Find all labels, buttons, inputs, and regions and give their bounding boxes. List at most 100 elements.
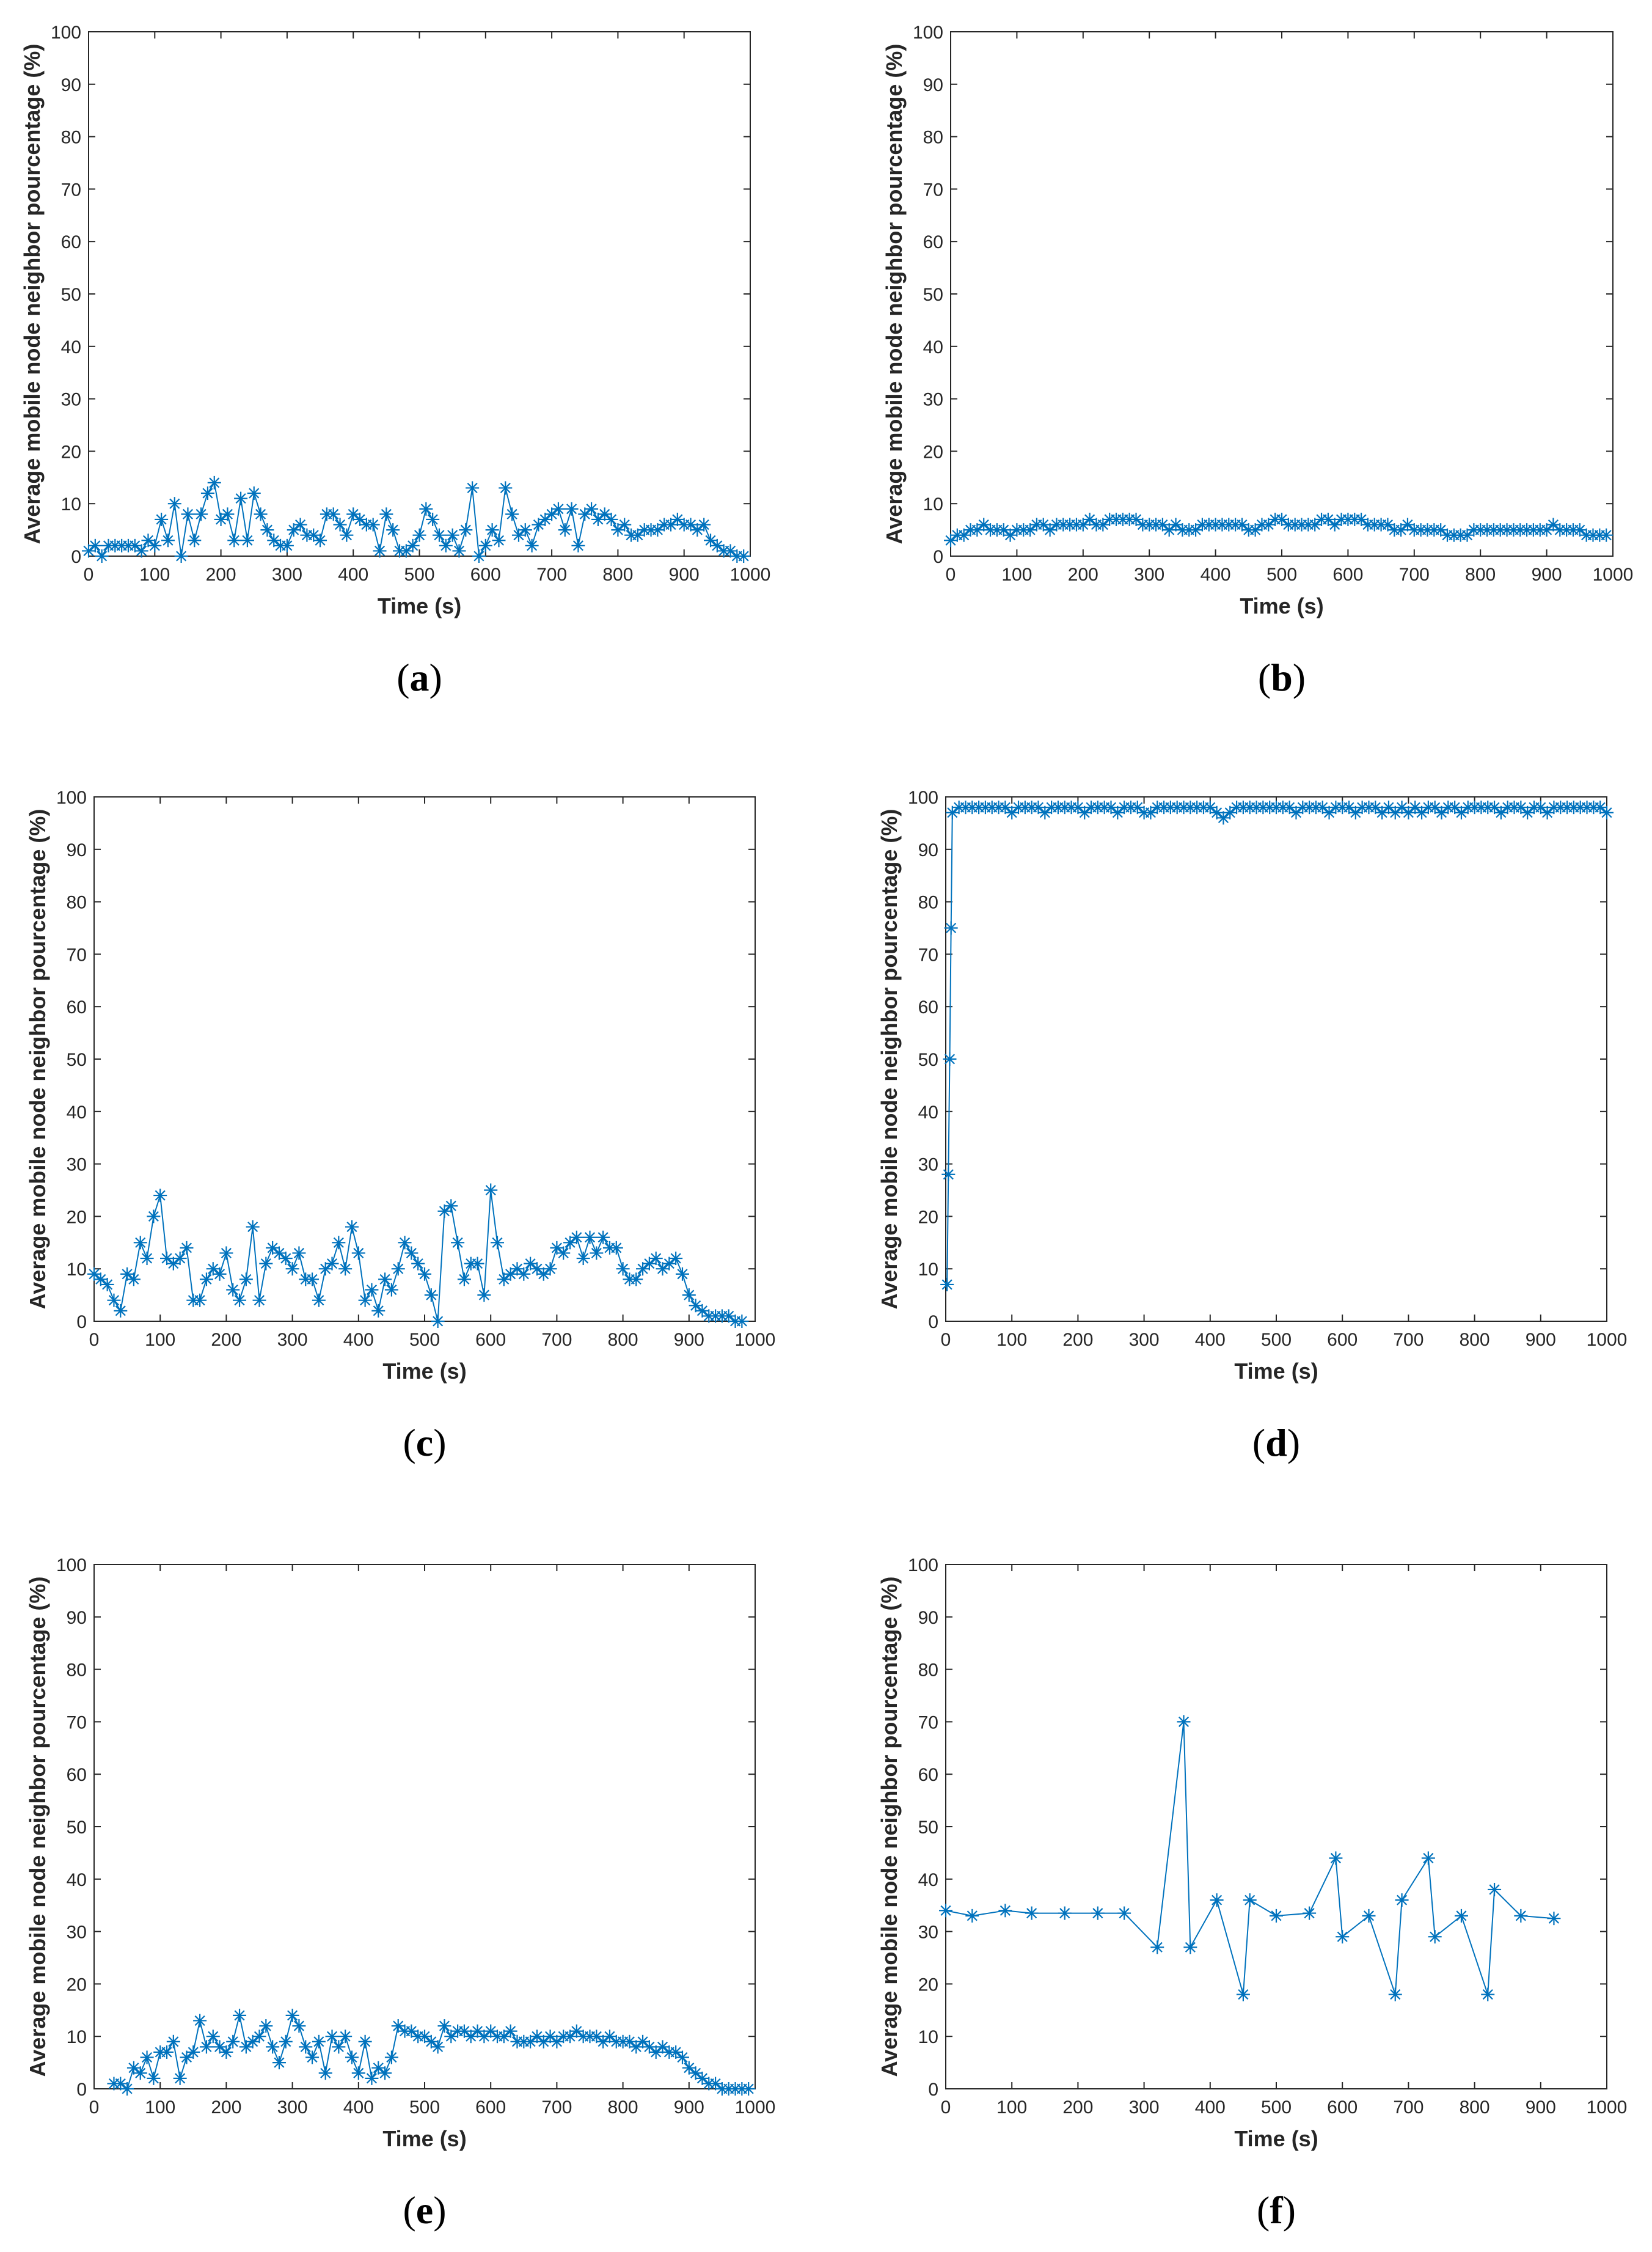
data-point — [305, 1272, 320, 1286]
data-point — [155, 512, 169, 526]
data-point — [565, 502, 579, 516]
data-point — [656, 1262, 670, 1276]
data-point — [532, 518, 546, 532]
data-point — [649, 1252, 663, 1266]
panel-letter: f — [1270, 2188, 1283, 2232]
data-point — [682, 2061, 696, 2075]
data-point — [1203, 801, 1217, 815]
y-axis-label: Average mobile node neighbor pourcentage… — [25, 1577, 50, 2077]
data-point — [1395, 1893, 1409, 1907]
data-point — [484, 1183, 498, 1197]
data-point — [457, 1272, 471, 1286]
data-point — [266, 2040, 280, 2054]
data-point — [1003, 528, 1017, 542]
data-point — [503, 1267, 517, 1281]
data-point — [193, 1293, 207, 1307]
data-point — [134, 544, 148, 558]
data-point — [1454, 1909, 1468, 1923]
data-point — [193, 2014, 207, 2028]
y-tick-label: 60 — [67, 1765, 87, 1785]
x-tick-label: 400 — [343, 1330, 374, 1350]
x-tick-label: 900 — [674, 2097, 704, 2118]
data-point — [576, 1252, 590, 1266]
data-point — [1348, 805, 1362, 820]
data-point — [690, 523, 704, 537]
data-point — [345, 1220, 359, 1234]
data-point — [239, 2040, 253, 2054]
data-point — [1434, 523, 1448, 537]
data-point — [670, 512, 684, 526]
y-tick-label: 90 — [918, 840, 938, 860]
data-point — [590, 2030, 604, 2044]
y-tick-label: 20 — [67, 1975, 87, 1995]
data-point — [742, 2082, 756, 2096]
data-point — [651, 523, 665, 537]
x-tick-label: 200 — [206, 565, 236, 585]
data-point — [318, 2066, 332, 2080]
y-tick-label: 80 — [67, 1660, 87, 1681]
data-point — [100, 1277, 114, 1291]
data-point — [353, 512, 367, 526]
data-point — [299, 2040, 313, 2054]
data-point — [365, 2071, 379, 2085]
x-tick-label: 700 — [541, 2097, 572, 2118]
data-point — [710, 538, 724, 552]
data-point — [1354, 512, 1369, 526]
data-point — [695, 1304, 709, 1318]
x-tick-label: 200 — [211, 2097, 241, 2118]
x-tick-label: 800 — [602, 565, 633, 585]
data-point — [424, 2034, 438, 2048]
data-point — [107, 1293, 121, 1307]
y-tick-label: 30 — [67, 1155, 87, 1175]
data-point — [226, 1283, 240, 1297]
data-point — [1428, 1930, 1442, 1944]
data-point — [1593, 801, 1607, 815]
data-point — [557, 1246, 571, 1260]
x-tick-label: 800 — [1460, 1330, 1490, 1350]
y-tick-label: 50 — [923, 285, 943, 305]
data-point — [345, 2050, 359, 2064]
x-tick-label: 500 — [1266, 565, 1297, 585]
data-point — [287, 523, 301, 537]
data-point — [578, 507, 592, 521]
y-tick-label: 90 — [67, 1608, 87, 1628]
data-point — [366, 518, 380, 532]
data-point — [1599, 528, 1614, 542]
y-tick-label: 30 — [61, 390, 81, 410]
y-tick-label: 50 — [61, 285, 81, 305]
plot-area — [88, 31, 751, 557]
data-point — [259, 2019, 273, 2033]
data-point — [173, 1252, 187, 1266]
y-tick-label: 70 — [67, 1712, 87, 1733]
data-point — [384, 1283, 398, 1297]
data-point — [153, 1189, 167, 1203]
data-point — [166, 1256, 180, 1271]
data-point — [1394, 523, 1408, 537]
panel-letter: a — [410, 656, 429, 699]
x-tick-label: 100 — [996, 2097, 1027, 2118]
data-point — [426, 512, 440, 526]
data-point — [140, 1252, 154, 1266]
data-point — [293, 518, 307, 532]
data-point — [491, 1236, 505, 1250]
panel-label: (b) — [1258, 656, 1306, 699]
data-point — [941, 1167, 956, 1181]
data-point — [536, 2034, 550, 2048]
data-point — [1454, 805, 1468, 820]
data-point — [181, 507, 195, 521]
y-axis-label: Average mobile node neighbor pourcentage… — [877, 1577, 902, 2077]
data-point — [254, 507, 268, 521]
plot-area — [93, 796, 756, 1322]
data-point — [998, 801, 1012, 815]
data-point — [1223, 805, 1237, 820]
data-point — [503, 2024, 517, 2038]
data-point — [484, 2024, 498, 2038]
data-point — [213, 2040, 227, 2054]
data-point — [194, 507, 208, 521]
data-point — [940, 1277, 954, 1291]
plot-area — [945, 796, 1607, 1322]
y-tick-label: 60 — [923, 232, 943, 252]
data-point — [558, 523, 572, 537]
x-tick-label: 1000 — [735, 2097, 776, 2118]
